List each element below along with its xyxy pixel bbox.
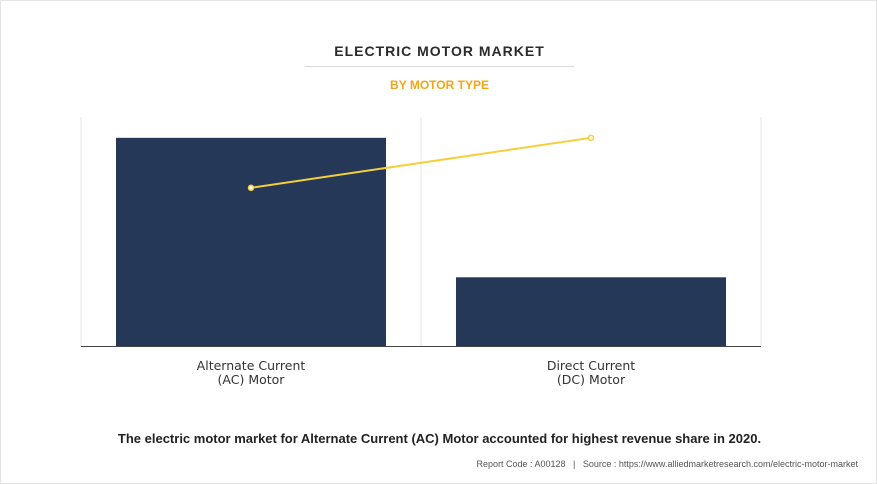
- x-tick-label-line: (DC) Motor: [557, 372, 626, 387]
- bar-ac-motor[interactable]: [116, 137, 386, 346]
- chart-title: ELECTRIC MOTOR MARKET: [334, 43, 545, 59]
- x-tick-label-line: (AC) Motor: [218, 372, 286, 387]
- report-code: Report Code : A00128: [476, 459, 566, 469]
- source-link[interactable]: Source : https://www.alliedmarketresearc…: [582, 459, 858, 469]
- bar-dc-motor[interactable]: [456, 277, 726, 346]
- trend-line: [250, 136, 592, 189]
- footer-separator: |: [573, 459, 576, 469]
- x-tick-label: Direct Current (DC) Motor: [547, 358, 635, 387]
- chart-caption: The electric motor market for Alternate …: [117, 431, 762, 446]
- plot-grid: [80, 117, 762, 347]
- x-tick-label-line: Alternate Current: [197, 358, 306, 373]
- title-divider: [305, 66, 574, 67]
- trend-point-0[interactable]: [247, 184, 255, 192]
- bars-group: [116, 137, 726, 346]
- trend-point-1[interactable]: [587, 134, 595, 142]
- x-tick-label: Alternate Current (AC) Motor: [197, 358, 306, 387]
- source-footer: Report Code : A00128 | Source : https://…: [476, 459, 858, 469]
- x-tick-labels: Alternate Current (AC) Motor Direct Curren…: [197, 358, 636, 387]
- trend-line-group: [247, 134, 595, 192]
- bar-line-chart: Alternate Current (AC) Motor Direct Curren…: [80, 117, 762, 387]
- chart-subtitle: BY MOTOR TYPE: [390, 78, 489, 92]
- x-tick-label-line: Direct Current: [547, 358, 635, 373]
